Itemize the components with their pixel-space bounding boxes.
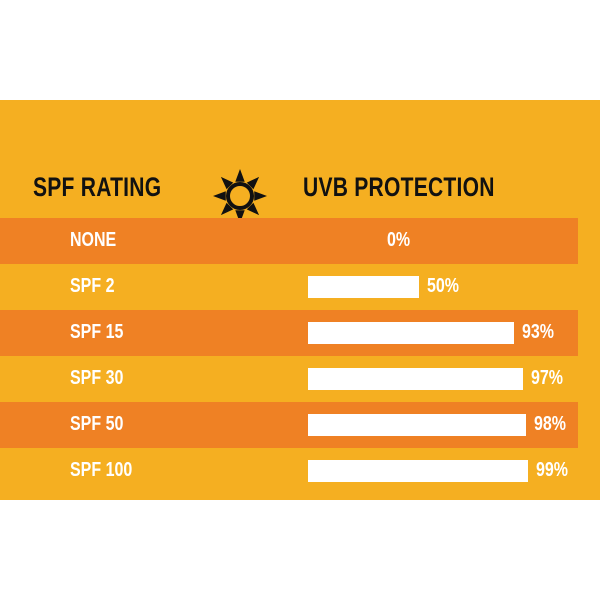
chart-row: SPF 50 98% — [0, 402, 578, 448]
chart-row: SPF 100 99% — [0, 448, 578, 494]
sun-ray — [254, 191, 267, 201]
sun-ray — [220, 176, 234, 190]
protection-bar — [308, 276, 419, 298]
spf-category-label: NONE — [70, 229, 117, 251]
spf-category-label: SPF 2 — [70, 275, 115, 297]
sun-ray — [213, 191, 226, 201]
protection-value-label: 99% — [535, 459, 568, 481]
protection-value-label: 50% — [427, 275, 460, 297]
spf-category-label: SPF 15 — [70, 321, 124, 343]
uvb-protection-header: UVB PROTECTION — [303, 172, 495, 202]
chart-row: NONE 0% — [0, 218, 578, 264]
protection-value-label: 98% — [533, 413, 566, 435]
sun-icon — [213, 169, 267, 223]
sun-ray — [235, 210, 245, 223]
spf-category-label: SPF 30 — [70, 367, 124, 389]
chart-row: SPF 15 93% — [0, 310, 578, 356]
protection-value-label: 93% — [522, 321, 555, 343]
spf-rating-header: SPF RATING — [33, 172, 162, 202]
protection-bar — [308, 460, 528, 482]
chart-row: SPF 30 97% — [0, 356, 578, 402]
spf-category-label: SPF 100 — [70, 459, 133, 481]
chart-row: SPF 2 50% — [0, 264, 578, 310]
protection-value-label: 0% — [387, 229, 411, 251]
protection-bar — [308, 414, 526, 436]
spf-category-label: SPF 50 — [70, 413, 124, 435]
protection-bar — [308, 322, 515, 344]
protection-bar — [308, 368, 524, 390]
chart-panel: SPF RATING UVB PROTECTION NONE 0% SPF 2 50%… — [0, 100, 600, 500]
sun-ray — [235, 169, 245, 182]
sun-ray — [246, 176, 260, 190]
protection-value-label: 97% — [531, 367, 564, 389]
sun-ray — [246, 202, 260, 216]
sun-ray — [220, 202, 234, 216]
